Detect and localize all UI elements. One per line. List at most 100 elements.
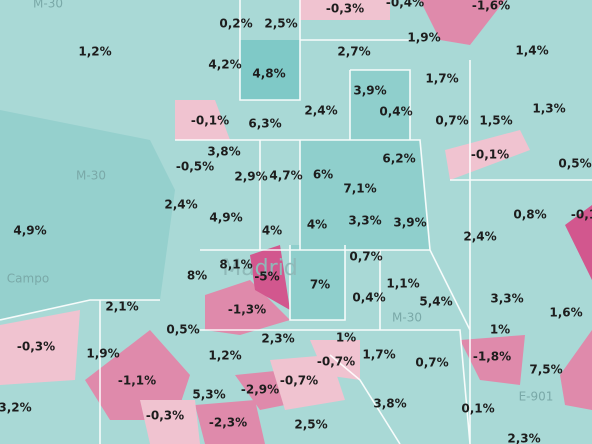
base-label: M-30 <box>392 311 422 325</box>
district-label: -0,7% <box>317 355 355 369</box>
district-label: 3,9% <box>393 216 426 230</box>
district-label: -2,9% <box>241 383 279 397</box>
district-label: 3,9% <box>353 84 386 98</box>
district <box>235 370 285 410</box>
district-label: 0,5% <box>558 157 591 171</box>
district-label: 4% <box>262 224 282 238</box>
district-label: -0,3% <box>146 409 184 423</box>
district-label: 2,1% <box>105 300 138 314</box>
district <box>205 280 290 335</box>
district-label: 0,8% <box>513 208 546 222</box>
district-label: -0,3% <box>17 340 55 354</box>
district-label: -1,8% <box>473 350 511 364</box>
district-label: 2,4% <box>463 230 496 244</box>
base-label: E-901 <box>519 390 554 404</box>
district-label: 1% <box>490 323 510 337</box>
district <box>460 335 525 385</box>
district-label: 8,1% <box>219 258 252 272</box>
district-label: 7,1% <box>343 182 376 196</box>
district-label: 1,2% <box>78 45 111 59</box>
district-label: 0,1% <box>461 402 494 416</box>
district-label: -0,7% <box>280 374 318 388</box>
district <box>350 70 410 140</box>
district <box>0 110 175 320</box>
district-label: 1% <box>336 331 356 345</box>
district-label: 0,2% <box>219 17 252 31</box>
district <box>300 140 430 250</box>
district-label: 6,3% <box>248 117 281 131</box>
base-label: Campo <box>7 272 49 286</box>
district-label: -5% <box>254 270 279 284</box>
district-label: 1,1% <box>386 277 419 291</box>
district-label: 5,4% <box>419 295 452 309</box>
district-label: 0,7% <box>435 114 468 128</box>
district-label: 6,2% <box>382 152 415 166</box>
district-label: -1,6% <box>472 0 510 13</box>
district <box>250 245 290 310</box>
district <box>175 100 230 140</box>
district-label: 2,5% <box>294 418 327 432</box>
district-label: -0,3% <box>326 2 364 16</box>
district <box>290 245 345 320</box>
district-label: 0,4% <box>352 291 385 305</box>
district <box>85 330 190 420</box>
district-label: 0,7% <box>349 250 382 264</box>
district-label: 5,3% <box>192 388 225 402</box>
district-label: 3,8% <box>207 145 240 159</box>
district-label: 2,4% <box>164 198 197 212</box>
district-label: 2,3% <box>507 432 540 444</box>
district-label: 2,3% <box>261 332 294 346</box>
district-label: 2,4% <box>304 104 337 118</box>
district-label: 1,3% <box>532 102 565 116</box>
district-label: 3,8% <box>373 397 406 411</box>
district-label: -0,5% <box>176 160 214 174</box>
district-label: 3,3% <box>490 292 523 306</box>
district-label: 2,5% <box>264 17 297 31</box>
district-label: 1,5% <box>479 114 512 128</box>
district-label: 4,9% <box>209 211 242 225</box>
district-label: 4,2% <box>208 58 241 72</box>
district-label: 2,9% <box>234 170 267 184</box>
district-label: 0,4% <box>379 105 412 119</box>
district <box>445 130 530 180</box>
district-label: 3,2% <box>0 401 32 415</box>
district-label: -0,1 <box>571 208 592 222</box>
district-label: -1,3% <box>228 303 266 317</box>
district-label: 1,9% <box>407 31 440 45</box>
district-label: 0,7% <box>415 356 448 370</box>
district-label: -2,3% <box>209 416 247 430</box>
district <box>565 205 592 280</box>
district <box>140 400 200 444</box>
district-label: 4% <box>307 218 327 232</box>
base-label: M-30 <box>33 0 63 11</box>
district-label: 4,8% <box>252 67 285 81</box>
district <box>420 0 505 45</box>
district-label: -0,1% <box>191 114 229 128</box>
district <box>560 330 592 410</box>
district-label: 6% <box>313 168 333 182</box>
base-label: Madrid <box>222 256 298 281</box>
district <box>300 0 390 20</box>
district <box>240 40 300 100</box>
base-labels: M-30 M-30 Campo Madrid M-30 E-901 <box>7 0 554 404</box>
district-label: -0,1% <box>471 148 509 162</box>
district-label: 3,3% <box>348 214 381 228</box>
district-label: 7% <box>310 278 330 292</box>
district-label: 4,7% <box>269 169 302 183</box>
district-label: 1,6% <box>549 306 582 320</box>
district-label: 1,7% <box>425 72 458 86</box>
district <box>195 400 265 444</box>
district-label: 1,2% <box>208 349 241 363</box>
district-label: 1,4% <box>515 44 548 58</box>
district-label: 1,7% <box>362 348 395 362</box>
district <box>0 310 80 385</box>
district-label: 2,7% <box>337 45 370 59</box>
district-label: -0,4% <box>386 0 424 10</box>
district-label: -1,1% <box>118 374 156 388</box>
base-label: M-30 <box>76 169 106 183</box>
district-label: 8% <box>187 269 207 283</box>
